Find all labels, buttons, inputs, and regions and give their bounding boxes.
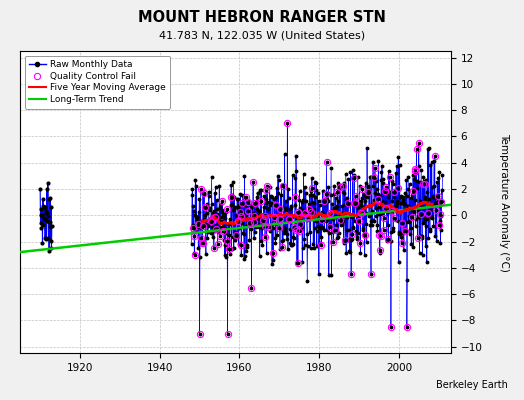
Text: MOUNT HEBRON RANGER STN: MOUNT HEBRON RANGER STN bbox=[138, 10, 386, 25]
Y-axis label: Temperature Anomaly (°C): Temperature Anomaly (°C) bbox=[499, 133, 509, 272]
Legend: Raw Monthly Data, Quality Control Fail, Five Year Moving Average, Long-Term Tren: Raw Monthly Data, Quality Control Fail, … bbox=[25, 56, 170, 109]
Text: Berkeley Earth: Berkeley Earth bbox=[436, 380, 508, 390]
Text: 41.783 N, 122.035 W (United States): 41.783 N, 122.035 W (United States) bbox=[159, 30, 365, 40]
